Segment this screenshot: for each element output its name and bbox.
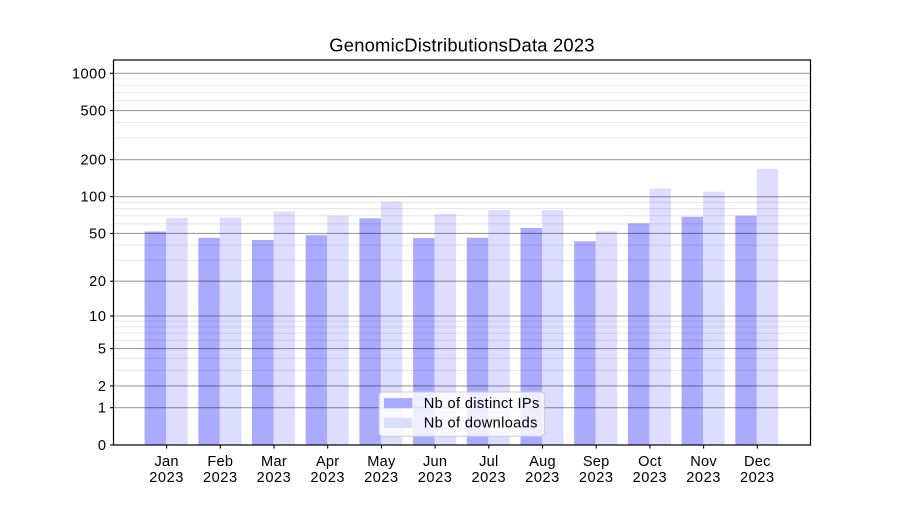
svg-text:10: 10 xyxy=(89,309,106,325)
svg-text:2023: 2023 xyxy=(418,470,453,486)
svg-text:0: 0 xyxy=(98,438,107,454)
svg-text:200: 200 xyxy=(81,153,107,169)
svg-text:2: 2 xyxy=(98,379,107,395)
svg-text:Jan: Jan xyxy=(154,454,178,470)
svg-text:May: May xyxy=(367,454,396,470)
svg-text:Jun: Jun xyxy=(423,454,447,470)
svg-text:Aug: Aug xyxy=(529,454,556,470)
svg-text:2023: 2023 xyxy=(364,470,399,486)
svg-text:50: 50 xyxy=(89,226,106,242)
svg-text:Mar: Mar xyxy=(261,454,287,470)
svg-text:2023: 2023 xyxy=(203,470,238,486)
svg-text:2023: 2023 xyxy=(149,470,184,486)
svg-text:Sep: Sep xyxy=(583,454,610,470)
svg-text:Oct: Oct xyxy=(638,454,661,470)
svg-text:2023: 2023 xyxy=(579,470,614,486)
svg-text:20: 20 xyxy=(89,274,106,290)
svg-text:500: 500 xyxy=(81,104,107,120)
svg-text:Apr: Apr xyxy=(316,454,339,470)
svg-text:2023: 2023 xyxy=(310,470,345,486)
svg-text:Dec: Dec xyxy=(744,454,771,470)
svg-text:Nov: Nov xyxy=(690,454,717,470)
svg-text:Feb: Feb xyxy=(207,454,233,470)
svg-text:2023: 2023 xyxy=(471,470,506,486)
svg-text:1: 1 xyxy=(98,401,107,417)
svg-text:GenomicDistributionsData 2023: GenomicDistributionsData 2023 xyxy=(329,35,594,56)
svg-text:2023: 2023 xyxy=(257,470,292,486)
svg-text:2023: 2023 xyxy=(525,470,560,486)
svg-text:100: 100 xyxy=(81,190,107,206)
svg-text:2023: 2023 xyxy=(633,470,668,486)
svg-text:2023: 2023 xyxy=(686,470,721,486)
svg-text:2023: 2023 xyxy=(740,470,775,486)
svg-text:1000: 1000 xyxy=(72,66,107,82)
svg-text:Nb of downloads: Nb of downloads xyxy=(424,416,538,432)
svg-text:Jul: Jul xyxy=(479,454,498,470)
svg-text:Nb of distinct IPs: Nb of distinct IPs xyxy=(424,396,540,412)
svg-text:5: 5 xyxy=(98,342,107,358)
